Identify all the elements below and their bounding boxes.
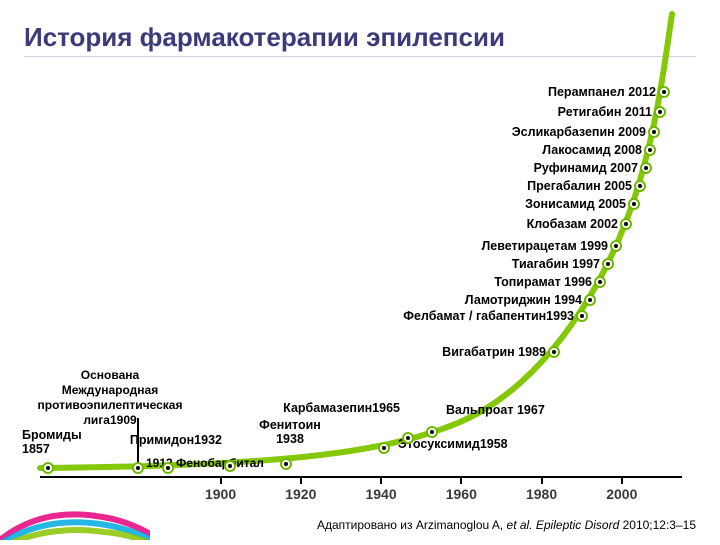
x-axis bbox=[40, 476, 682, 478]
source-credit: Адаптировано из Arzimanoglou A, et al. E… bbox=[317, 518, 696, 532]
tick-label: 1960 bbox=[446, 486, 477, 502]
data-point bbox=[584, 294, 596, 306]
tick-label: 1980 bbox=[526, 486, 557, 502]
tick-label: 1920 bbox=[285, 486, 316, 502]
drug-label: Ретигабин 2011 bbox=[558, 105, 652, 119]
data-point bbox=[634, 180, 646, 192]
data-point bbox=[402, 432, 414, 444]
drug-label: Фенитоин1938 bbox=[259, 418, 321, 446]
drug-label: Этосуксимид1958 bbox=[398, 437, 508, 451]
tick-label: 1900 bbox=[205, 486, 236, 502]
data-point bbox=[132, 462, 144, 474]
tick-label: 1940 bbox=[365, 486, 396, 502]
drug-label: Вигабатрин 1989 bbox=[442, 345, 546, 359]
drug-label: Руфинамид 2007 bbox=[534, 161, 638, 175]
data-point bbox=[644, 144, 656, 156]
data-point bbox=[620, 218, 632, 230]
data-point bbox=[426, 426, 438, 438]
drug-label: Перампанел 2012 bbox=[548, 85, 656, 99]
note-ilae-1909: ОснованаМеждународнаяпротивоэпилептическ… bbox=[32, 368, 188, 428]
credit-italic: et al. Epileptic Disord bbox=[507, 518, 623, 532]
drug-label: Примидон1932 bbox=[130, 433, 222, 447]
chart-area bbox=[0, 0, 720, 540]
data-point bbox=[224, 460, 236, 472]
corner-decoration bbox=[0, 504, 150, 540]
data-point bbox=[280, 458, 292, 470]
curve-svg bbox=[0, 0, 720, 540]
drug-label: Тиагабин 1997 bbox=[512, 257, 600, 271]
drug-label: Фелбамат / габапентин1993 bbox=[403, 309, 574, 323]
drug-label: Леветирацетам 1999 bbox=[482, 239, 609, 253]
data-point bbox=[162, 462, 174, 474]
data-point bbox=[594, 276, 606, 288]
drug-label: Бромиды1857 bbox=[22, 428, 82, 456]
data-point bbox=[648, 126, 660, 138]
data-point bbox=[654, 106, 666, 118]
data-point bbox=[378, 442, 390, 454]
data-point bbox=[602, 258, 614, 270]
data-point bbox=[610, 240, 622, 252]
data-point bbox=[548, 346, 560, 358]
data-point bbox=[42, 462, 54, 474]
data-point bbox=[658, 86, 670, 98]
drug-label: Карбамазепин1965 bbox=[283, 401, 400, 415]
drug-label: Лакосамид 2008 bbox=[542, 143, 642, 157]
drug-label: Топирамат 1996 bbox=[494, 275, 592, 289]
data-point bbox=[576, 310, 588, 322]
drug-label: Вальпроат 1967 bbox=[446, 403, 545, 417]
data-point bbox=[640, 162, 652, 174]
drug-label: Ламотриджин 1994 bbox=[465, 293, 582, 307]
data-point bbox=[628, 198, 640, 210]
drug-label: Прегабалин 2005 bbox=[527, 179, 632, 193]
drug-label: Клобазам 2002 bbox=[527, 217, 618, 231]
tick-label: 2000 bbox=[606, 486, 637, 502]
drug-label: Эсликарбазепин 2009 bbox=[512, 125, 646, 139]
drug-label: Зонисамид 2005 bbox=[525, 197, 626, 211]
credit-prefix: Адаптировано из Arzimanoglou A, bbox=[317, 518, 507, 532]
credit-suffix: 2010;12:3–15 bbox=[623, 518, 696, 532]
